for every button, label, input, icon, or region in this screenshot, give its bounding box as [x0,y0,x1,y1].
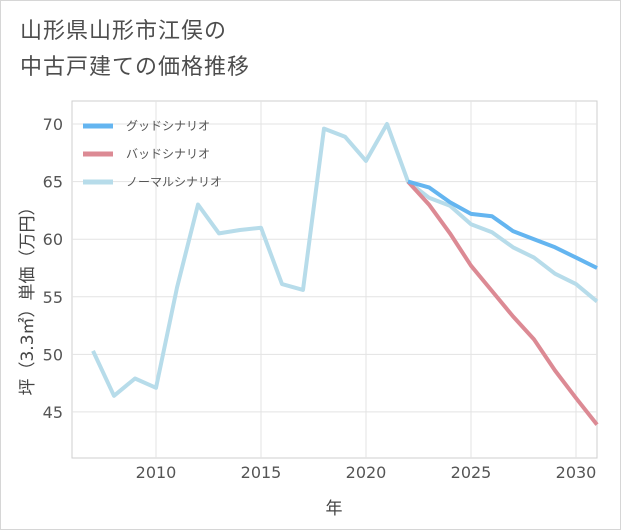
chart-title: 山形県山形市江俣の 中古戸建ての価格推移 [20,14,580,86]
legend-label-2: ノーマルシナリオ [126,175,222,189]
x-tick-label-2030: 2030 [556,463,597,482]
y-tick-label-50: 50 [43,345,63,364]
series-line-2 [91,122,599,398]
series-line-1 [406,180,599,426]
x-tick-label-2020: 2020 [346,463,387,482]
plot-area [71,100,598,459]
series-line-0 [407,179,598,270]
y-tick-label-55: 55 [43,288,63,307]
x-tick-label-2015: 2015 [241,463,282,482]
tick-layer: 45 50 55 60 65 70 2010 2015 2020 2025 2030 [43,115,597,482]
y-tick-label-70: 70 [43,115,63,134]
y-tick-label-45: 45 [43,403,63,422]
legend-label-0: グッドシナリオ [126,119,210,133]
y-tick-label-60: 60 [43,230,63,249]
x-tick-label-2025: 2025 [451,463,492,482]
series-layer [91,122,599,426]
x-axis-label: 年 [326,499,343,519]
y-tick-label-65: 65 [43,173,63,192]
y-axis-label: 坪（3.3㎡）単価（万円） [18,198,38,395]
x-tick-label-2010: 2010 [136,463,177,482]
legend-label-1: バッドシナリオ [126,147,210,161]
chart-title-line-1: 山形県山形市江俣の [20,19,228,44]
chart-title-line-2: 中古戸建ての価格推移 [20,55,251,80]
